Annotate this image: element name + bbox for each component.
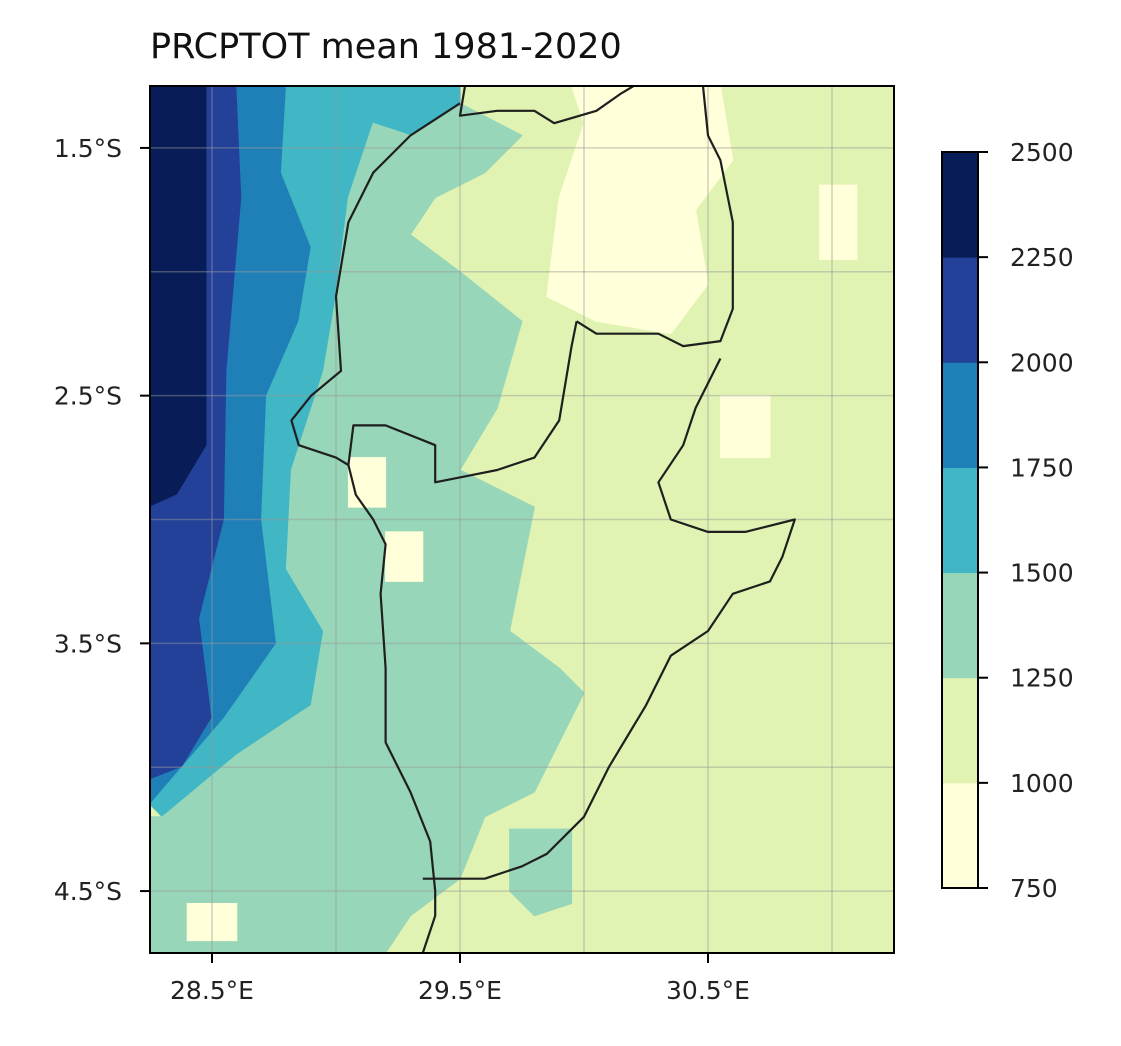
region-dry-burundi (385, 531, 424, 582)
region-dry-sw (186, 903, 238, 942)
colorbar-tick-label: 2250 (1010, 243, 1074, 272)
border-line (422, 358, 796, 880)
x-tick-label: 29.5°E (418, 976, 502, 1005)
map-area (150, 86, 894, 953)
border-line (576, 86, 734, 348)
colorbar-segment (942, 572, 978, 679)
colorbar-segment (942, 257, 978, 363)
region-dry-mid (347, 457, 387, 508)
colorbar-tick-label: 2500 (1010, 138, 1074, 167)
colorbar-tick-label: 1500 (1010, 559, 1074, 588)
colorbar-tick-label: 750 (1010, 874, 1058, 903)
region-dry-east (819, 184, 858, 260)
colorbar-segment (942, 677, 978, 784)
y-tick-label: 4.5°S (54, 877, 122, 906)
y-tick-label: 2.5°S (54, 382, 122, 411)
country-borders (290, 86, 796, 953)
colorbar-frame (941, 151, 979, 889)
precipitation-regions (150, 86, 858, 953)
region-mid-1250 (150, 102, 585, 953)
x-tick-label: 28.5°E (170, 976, 254, 1005)
colorbar-segment (942, 152, 978, 258)
colorbar-tick-label: 1250 (1010, 664, 1074, 693)
map-axes: 28.5°E 29.5°E 30.5°E 1.5°S 2.5°S 3.5°S 4.5°S (54, 134, 750, 1005)
colorbar-segment (942, 362, 978, 468)
region-dry-se (719, 395, 771, 459)
border-line (458, 86, 635, 125)
region-south-1250 (509, 828, 573, 917)
border-line (290, 102, 461, 466)
border-line (347, 321, 578, 484)
map-title: PRCPTOT mean 1981-2020 (150, 27, 622, 67)
colorbar: 750 1000 1250 1500 1750 2000 2250 2500 (941, 138, 1074, 903)
colorbar-segment (942, 782, 978, 889)
x-tick-label: 30.5°E (666, 976, 750, 1005)
border-line (347, 464, 437, 953)
gridlines (150, 86, 894, 953)
colorbar-tick-label: 1750 (1010, 453, 1074, 482)
map-frame (149, 85, 895, 954)
colorbar-segment (942, 467, 978, 574)
y-tick-label: 3.5°S (54, 629, 122, 658)
colorbar-tick-label: 2000 (1010, 348, 1074, 377)
colorbar-tick-label: 1000 (1010, 769, 1074, 798)
region-far-west-wet (150, 86, 208, 508)
y-tick-label: 1.5°S (54, 134, 122, 163)
region-dry-northeast (546, 86, 734, 335)
